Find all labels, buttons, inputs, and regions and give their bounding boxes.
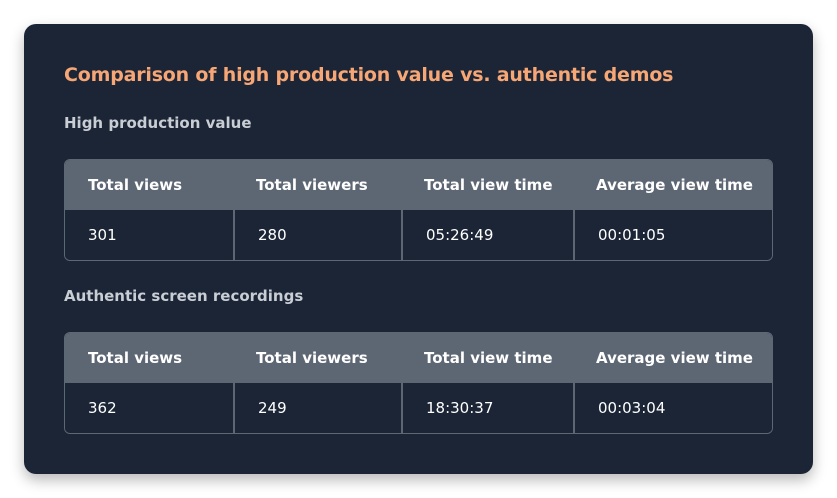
table-header-row: Total views Total viewers Total view tim… [65,333,772,383]
header-total-view-time: Total view time [424,349,553,367]
table-row: 362 249 18:30:37 00:03:04 [65,383,772,433]
cell-total-view-time: 18:30:37 [401,383,573,433]
card-title: Comparison of high production value vs. … [64,64,674,86]
header-total-view-time: Total view time [424,176,553,194]
cell-total-viewers: 249 [233,383,401,433]
header-total-viewers: Total viewers [256,349,368,367]
authentic-recordings-table: Total views Total viewers Total view tim… [64,332,773,434]
header-total-views: Total views [88,349,183,367]
cell-total-views: 301 [88,226,117,244]
header-average-view-time: Average view time [596,176,753,194]
section-label-authentic-recordings: Authentic screen recordings [64,287,304,305]
header-total-viewers: Total viewers [256,176,368,194]
cell-total-views: 362 [88,399,117,417]
header-average-view-time: Average view time [596,349,753,367]
header-total-views: Total views [88,176,183,194]
table-header-row: Total views Total viewers Total view tim… [65,160,772,210]
cell-total-view-time: 05:26:49 [401,210,573,260]
section-label-high-production: High production value [64,114,252,132]
comparison-card: Comparison of high production value vs. … [24,24,813,474]
cell-average-view-time: 00:03:04 [573,383,772,433]
high-production-table: Total views Total viewers Total view tim… [64,159,773,261]
cell-total-viewers: 280 [233,210,401,260]
table-row: 301 280 05:26:49 00:01:05 [65,210,772,260]
cell-average-view-time: 00:01:05 [573,210,772,260]
